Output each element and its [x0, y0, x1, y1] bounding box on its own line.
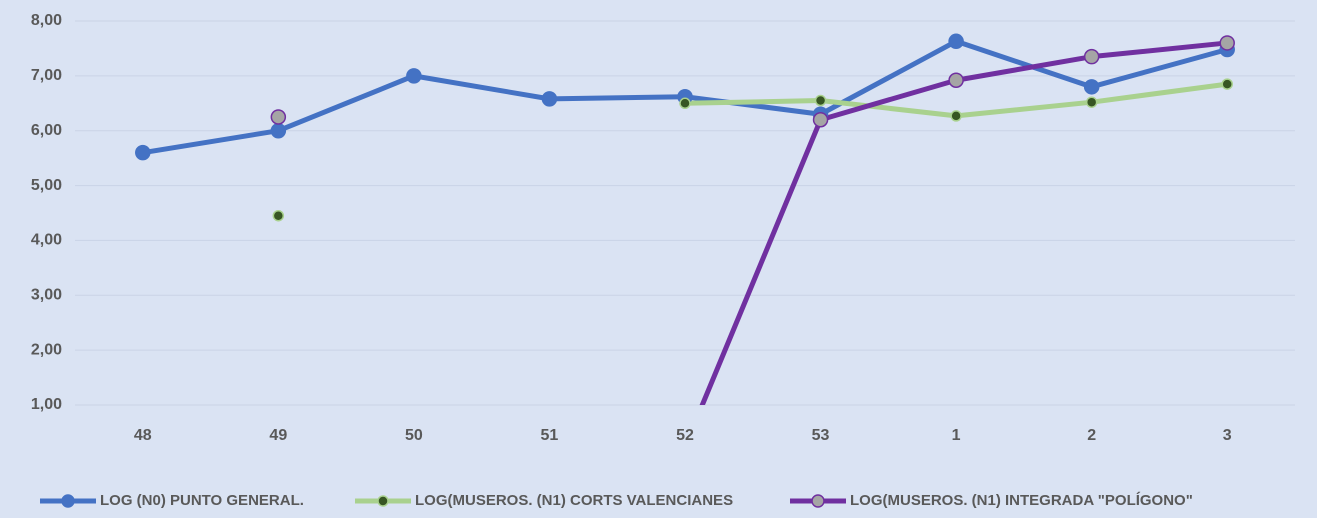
data-point: [814, 94, 827, 107]
data-point: [541, 91, 558, 107]
y-tick-label: 4,00: [31, 232, 62, 249]
x-tick-label: 52: [676, 427, 694, 444]
x-tick-label: 1: [952, 427, 961, 444]
x-tick-label: 49: [269, 427, 287, 444]
data-point: [948, 33, 964, 50]
data-point: [135, 144, 151, 161]
legend-marker: [377, 495, 389, 507]
x-tick-label: 50: [405, 427, 423, 444]
data-point: [1085, 96, 1098, 108]
data-point: [1083, 48, 1100, 65]
legend-label: LOG(MUSEROS. (N1) INTEGRADA "POLÍGONO": [850, 492, 1193, 509]
data-point: [948, 72, 964, 88]
x-tick-label: 2: [1087, 427, 1096, 444]
legend-marker: [61, 494, 75, 508]
data-point: [1219, 35, 1235, 51]
y-tick-label: 1,00: [31, 396, 62, 413]
y-tick-label: 5,00: [31, 177, 62, 194]
data-point: [950, 110, 962, 122]
data-point: [1083, 79, 1100, 95]
legend-marker: [811, 494, 825, 508]
data-point: [1221, 78, 1233, 90]
data-point: [270, 122, 287, 139]
y-tick-label: 6,00: [31, 122, 62, 139]
labels: 1,00 2,00 3,00 4,00 5,00 6,00 7,00 8,00 48 49 50 51…: [31, 12, 1232, 509]
x-tick-label: 51: [541, 427, 559, 444]
y-tick-label: 7,00: [31, 67, 62, 84]
legend-label: LOG (N0) PUNTO GENERAL.: [100, 492, 304, 509]
data-point: [812, 111, 829, 128]
x-tick-label: 48: [134, 427, 152, 444]
data-point: [272, 209, 285, 222]
x-tick-label: 53: [812, 427, 830, 444]
y-tick-label: 2,00: [31, 341, 62, 358]
data-point: [679, 97, 691, 110]
x-tick-label: 3: [1223, 427, 1232, 444]
plot-area: [135, 33, 1235, 405]
y-tick-label: 8,00: [31, 12, 62, 29]
data-point: [270, 109, 287, 125]
grid: [75, 20, 1295, 406]
y-tick-label: 3,00: [31, 287, 62, 304]
legend-label: LOG(MUSEROS. (N1) CORTS VALENCIANES: [415, 492, 733, 509]
data-point: [406, 68, 422, 84]
